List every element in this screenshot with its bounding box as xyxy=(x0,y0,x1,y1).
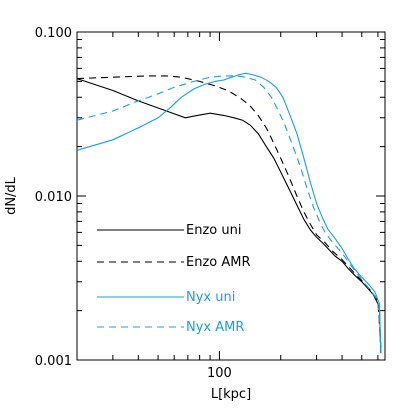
legend-label: Enzo uni xyxy=(186,223,241,238)
y-axis-label: dN/dL xyxy=(4,176,19,215)
legend: Enzo uni Enzo AMR Nyx uni Nyx AMR xyxy=(97,223,251,335)
y-tick-label: 0.001 xyxy=(35,354,72,369)
series-line-1 xyxy=(76,78,382,354)
x-tick-label: 100 xyxy=(207,366,232,381)
plot-frame xyxy=(76,31,386,361)
x-axis-label: L[kpc] xyxy=(211,387,251,402)
legend-label: Nyx AMR xyxy=(186,320,244,335)
legend-label: Nyx uni xyxy=(186,290,235,305)
series-line-2 xyxy=(76,75,382,348)
series-layer xyxy=(76,72,382,354)
axis-ticks: 100 0.001 0.010 0.100 xyxy=(35,26,385,381)
legend-label: Enzo AMR xyxy=(186,255,251,270)
series-line-3 xyxy=(76,72,382,354)
y-tick-label: 0.010 xyxy=(35,190,72,205)
series-line-4 xyxy=(76,75,382,348)
y-tick-label: 0.100 xyxy=(35,26,72,41)
